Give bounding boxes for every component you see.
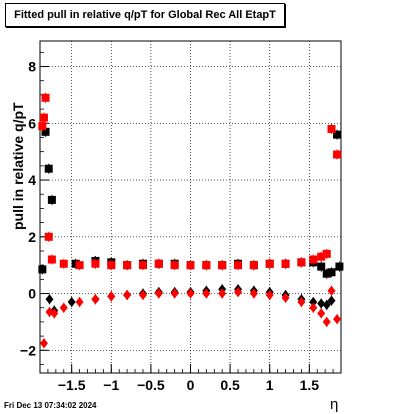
axes: −1.5 −1 −0.5 0 0.5 1 1.5 −2 0 2 4 6 8 (20, 51, 334, 393)
data-point-diamond (59, 302, 68, 313)
data-point-square (59, 259, 68, 268)
data-point-square (322, 269, 331, 278)
data-point-square (41, 127, 50, 136)
data-point-diamond (281, 292, 290, 303)
data-point-square (75, 261, 84, 270)
data-point-diamond (45, 294, 54, 305)
data-point-square (41, 93, 50, 102)
timestamp: Fri Dec 13 07:34:02 2024 (4, 401, 97, 410)
data-point-square (281, 259, 290, 268)
x-tick-label: 0.5 (220, 377, 240, 393)
data-point-square (234, 261, 243, 270)
y-tick-label: 6 (28, 115, 36, 131)
data-point-diamond (327, 285, 336, 296)
data-point-square (333, 150, 342, 159)
data-point-square (327, 124, 336, 133)
x-tick-label: 1 (266, 377, 274, 393)
data-point-square (107, 261, 116, 270)
data-point-diamond (75, 297, 84, 308)
data-point-square (38, 122, 47, 131)
data-point-square (327, 268, 336, 277)
data-point-diamond (202, 288, 211, 299)
data-point-diamond (218, 288, 227, 299)
data-point-diamond (265, 289, 274, 300)
y-tick-label: 8 (28, 59, 36, 75)
y-tick-label: 0 (28, 286, 36, 302)
data-point-square (138, 261, 147, 270)
data-point-square (44, 232, 53, 241)
x-tick-label: 0 (187, 377, 195, 393)
data-point-square (44, 164, 53, 173)
data-point-square (38, 265, 47, 274)
data-point-diamond (39, 338, 48, 349)
data-point-square (265, 259, 274, 268)
data-point-diamond (317, 298, 326, 309)
data-point-square (317, 262, 326, 271)
data-point-diamond (234, 287, 243, 298)
data-point-diamond (67, 297, 76, 308)
data-point-diamond (333, 314, 342, 325)
chart-title: Fitted pull in relative q/pT for Global … (5, 3, 285, 27)
data-point-square (322, 249, 331, 258)
data-point-square (218, 261, 227, 270)
data-point-square (170, 261, 179, 270)
data-point-diamond (322, 316, 331, 327)
data-point-square (47, 195, 56, 204)
x-tick-label: −0.5 (137, 377, 165, 393)
data-point-square (202, 261, 211, 270)
data-point-square (335, 262, 344, 271)
data-point-diamond (50, 308, 59, 319)
data-point-square (249, 261, 258, 270)
y-tick-label: 2 (28, 229, 36, 245)
data-point-square (39, 113, 48, 122)
data-point-square (333, 130, 342, 139)
data-point-diamond (309, 297, 318, 308)
data-point-diamond (297, 297, 306, 308)
y-tick-label: −2 (20, 342, 36, 358)
x-tick-label: 1.5 (300, 377, 320, 393)
data-point-square (123, 261, 132, 270)
data-point-square (317, 252, 326, 261)
y-axis-label: pull in relative q/pT (10, 102, 26, 230)
x-axis-label: η (330, 396, 339, 413)
data-point-diamond (138, 289, 147, 300)
data-point-square (186, 261, 195, 270)
data-point-square (309, 255, 318, 264)
data-marks (38, 92, 344, 349)
grid (40, 41, 341, 373)
data-point-diamond (107, 291, 116, 302)
data-point-diamond (186, 288, 195, 299)
x-tick-label: −1.5 (58, 377, 86, 393)
data-point-diamond (317, 308, 326, 319)
data-point-diamond (309, 302, 318, 313)
data-point-diamond (322, 299, 331, 310)
data-point-diamond (91, 294, 100, 305)
data-point-square (91, 259, 100, 268)
x-tick-label: −1 (103, 377, 119, 393)
data-point-diamond (154, 288, 163, 299)
data-point-diamond (170, 288, 179, 299)
data-point-diamond (327, 295, 336, 306)
y-tick-label: 4 (28, 172, 36, 188)
data-point-square (297, 258, 306, 267)
data-point-diamond (249, 288, 258, 299)
data-point-square (154, 259, 163, 268)
data-point-diamond (123, 289, 132, 300)
data-point-square (47, 255, 56, 264)
